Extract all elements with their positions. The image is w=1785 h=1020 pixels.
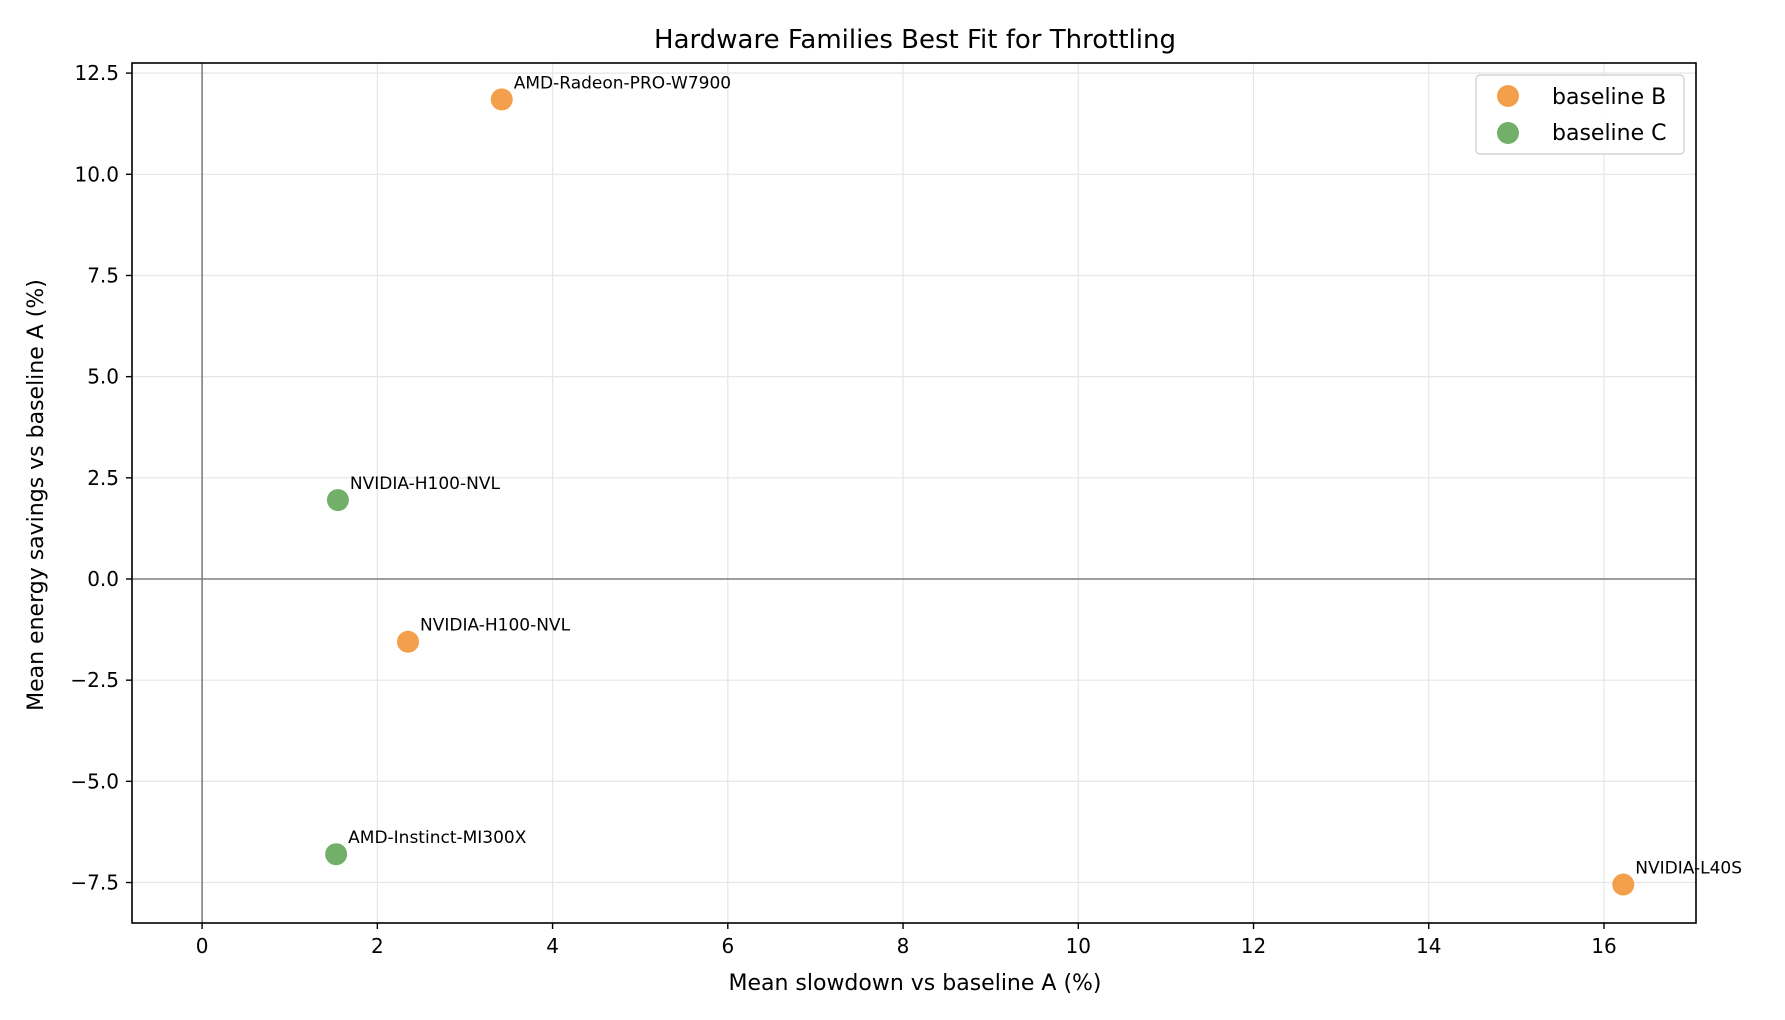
legend-frame [1475,74,1685,155]
y-tick-label: −5.0 [70,769,119,793]
chart-title: Hardware Families Best Fit for Throttlin… [654,25,1176,55]
x-tick-label: 14 [1416,934,1441,958]
point-labels: AMD-Radeon-PRO-W7900 NVIDIA-H100-NVL NVIDI… [348,73,1742,878]
legend-marker-baseline-c [1497,122,1519,144]
x-tick-label: 0 [196,934,209,958]
y-axis-label: Mean energy savings vs baseline A (%) [24,279,49,711]
data-point [397,630,419,653]
reference-lines [132,63,1696,923]
y-tick-label: 12.5 [74,61,119,85]
x-tick-label: 4 [546,934,559,958]
x-tick-label: 8 [897,934,910,958]
x-tick-label: 2 [371,934,384,958]
y-axis-ticks: −7.5 −5.0 −2.5 0.0 2.5 5.0 7.5 10.0 12.5 [70,61,132,895]
point-label: AMD-Instinct-MI300X [348,828,527,848]
y-tick-label: 10.0 [74,162,119,186]
legend: baseline B baseline C [1475,74,1685,155]
y-tick-label: 7.5 [87,263,119,287]
data-point [1612,873,1635,896]
x-tick-label: 12 [1241,934,1266,958]
y-tick-label: −2.5 [70,668,119,692]
data-point [490,88,513,111]
point-label: AMD-Radeon-PRO-W7900 [514,73,731,93]
y-tick-label: 2.5 [87,466,119,490]
point-label: NVIDIA-H100-NVL [420,616,571,636]
plot-frame [131,62,1697,924]
gridlines [132,63,1696,923]
x-tick-label: 10 [1066,934,1091,958]
x-axis-ticks: 0 2 4 6 8 10 12 14 16 [196,923,1617,958]
y-tick-label: 0.0 [87,567,119,591]
x-tick-label: 16 [1591,934,1616,958]
point-label: NVIDIA-H100-NVL [350,474,501,494]
data-points [325,88,1635,896]
y-tick-label: 5.0 [87,365,119,389]
legend-marker-baseline-b [1497,85,1519,107]
legend-label-baseline-c: baseline C [1552,121,1667,146]
data-point [326,489,349,512]
y-tick-label: −7.5 [70,871,119,895]
data-point [325,843,348,866]
x-tick-label: 6 [721,934,734,958]
legend-label-baseline-b: baseline B [1552,85,1666,110]
x-axis-label: Mean slowdown vs baseline A (%) [728,971,1101,996]
point-label: NVIDIA-L40S [1635,859,1742,879]
